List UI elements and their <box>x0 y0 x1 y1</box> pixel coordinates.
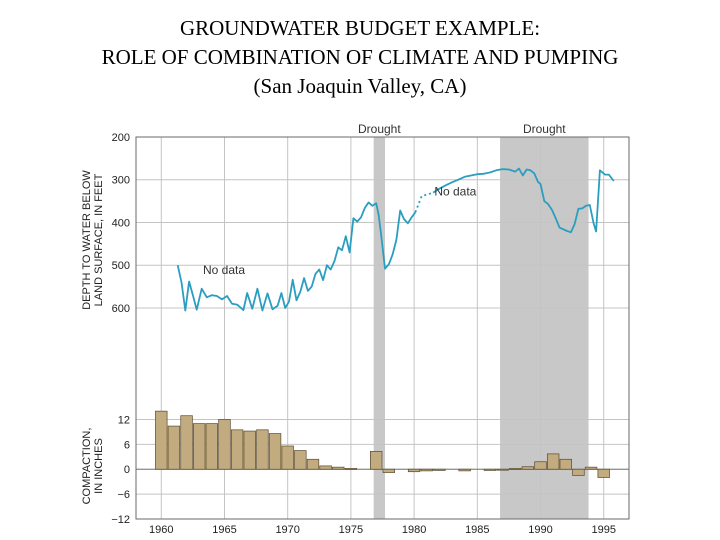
compaction-bar <box>597 468 610 478</box>
depth-line <box>432 167 615 234</box>
compaction-bar <box>559 458 572 470</box>
compaction-bar <box>193 423 206 470</box>
compaction-bar <box>281 445 294 470</box>
y-tick-label-compaction: 0 <box>124 464 130 476</box>
compaction-bar <box>546 453 560 470</box>
x-tick-label: 1975 <box>339 524 363 536</box>
compaction-bar <box>496 468 509 471</box>
y-axis-title: COMPACTION, <box>81 428 93 505</box>
title-line-2: ROLE OF COMBINATION OF CLIMATE AND PUMPI… <box>101 45 619 69</box>
compaction-bar <box>230 429 244 470</box>
y-tick-label-compaction: −6 <box>117 489 130 501</box>
y-axis-title: IN INCHES <box>93 438 105 494</box>
y-axis-title: DEPTH TO WATER BELOW <box>81 170 93 310</box>
y-tick-label-compaction: 12 <box>118 414 130 426</box>
drought-label: Drought <box>358 122 401 136</box>
compaction-bar <box>180 415 193 470</box>
compaction-bar <box>458 468 471 472</box>
compaction-bar <box>483 468 497 471</box>
x-tick-label: 1990 <box>528 524 552 536</box>
compaction-bar <box>572 468 585 476</box>
slide-title: GROUNDWATER BUDGET EXAMPLE: ROLE OF COMB… <box>0 14 720 101</box>
drought-band <box>373 137 386 519</box>
x-tick-label: 1965 <box>212 524 236 536</box>
compaction-bar <box>584 466 598 470</box>
title-line-3: (San Joaquin Valley, CA) <box>253 74 467 98</box>
y-tick-label-depth: 600 <box>112 303 130 315</box>
compaction-bar <box>433 468 446 471</box>
x-tick-label: 1985 <box>465 524 489 536</box>
compaction-bar <box>420 468 433 472</box>
compaction-bar <box>382 468 395 473</box>
compaction-bar <box>243 430 256 470</box>
x-tick-label: 1995 <box>591 524 615 536</box>
x-tick-label: 1970 <box>275 524 299 536</box>
compaction-bar <box>205 423 219 470</box>
y-tick-label-compaction: 6 <box>124 439 130 451</box>
y-axis-title: LAND SURFACE, IN FEET <box>93 173 105 306</box>
no-data-annotation: No data <box>203 263 245 277</box>
y-tick-label-depth: 400 <box>112 217 130 229</box>
compaction-bar <box>509 468 522 470</box>
compaction-bar <box>534 461 547 470</box>
x-tick-label: 1980 <box>402 524 426 536</box>
y-tick-label-depth: 500 <box>112 260 130 272</box>
compaction-bar <box>294 450 307 470</box>
compaction-bar <box>306 458 320 470</box>
compaction-bar <box>521 466 535 470</box>
compaction-bar <box>256 429 269 470</box>
x-tick-label: 1960 <box>149 524 173 536</box>
compaction-bar <box>268 433 282 470</box>
drought-label: Drought <box>523 122 566 136</box>
y-tick-label-depth: 300 <box>112 175 130 187</box>
compaction-bar <box>407 468 421 473</box>
depth-line <box>176 201 417 312</box>
compaction-bar <box>167 425 181 470</box>
y-tick-label-depth: 200 <box>112 132 130 144</box>
depth-line-no-data <box>414 191 434 213</box>
compaction-bar <box>155 410 168 470</box>
compaction-bar <box>218 419 231 470</box>
plot-frame <box>135 136 630 520</box>
title-line-1: GROUNDWATER BUDGET EXAMPLE: <box>179 16 541 40</box>
compaction-bar <box>370 451 383 470</box>
compaction-bar <box>332 466 345 470</box>
y-tick-label-compaction: −12 <box>111 514 130 526</box>
compaction-bar <box>344 468 358 470</box>
no-data-annotation: No data <box>434 185 476 199</box>
compaction-bar <box>319 465 332 470</box>
